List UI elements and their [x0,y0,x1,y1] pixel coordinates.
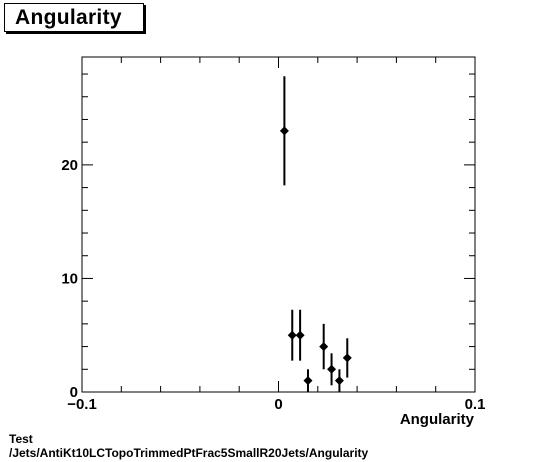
footer: Test /Jets/AntiKt10LCTopoTrimmedPtFrac5S… [9,432,368,460]
chart-title: Angularity [15,6,122,29]
x-tick-label: −0.1 [67,396,97,413]
x-axis-label: Angularity [400,411,475,428]
x-tick-label: 0 [274,396,282,413]
axis-ticks [81,57,476,393]
data-point [303,376,313,386]
data-point [279,126,289,136]
data-point [342,353,352,363]
data-point [334,376,344,386]
y-tick-label: 20 [61,157,78,174]
data-point [327,364,337,374]
data-point [295,330,305,340]
data-point [287,330,297,340]
chart-title-box: Angularity [4,3,144,32]
data-point [319,342,329,352]
x-tick-label: 0.1 [465,396,486,413]
footer-line-1: Test [9,432,33,446]
footer-line-2: /Jets/AntiKt10LCTopoTrimmedPtFrac5SmallR… [9,446,369,460]
y-tick-label: 0 [70,384,78,401]
data-points [279,76,352,392]
y-tick-label: 10 [61,270,78,287]
plot-frame [81,56,476,393]
